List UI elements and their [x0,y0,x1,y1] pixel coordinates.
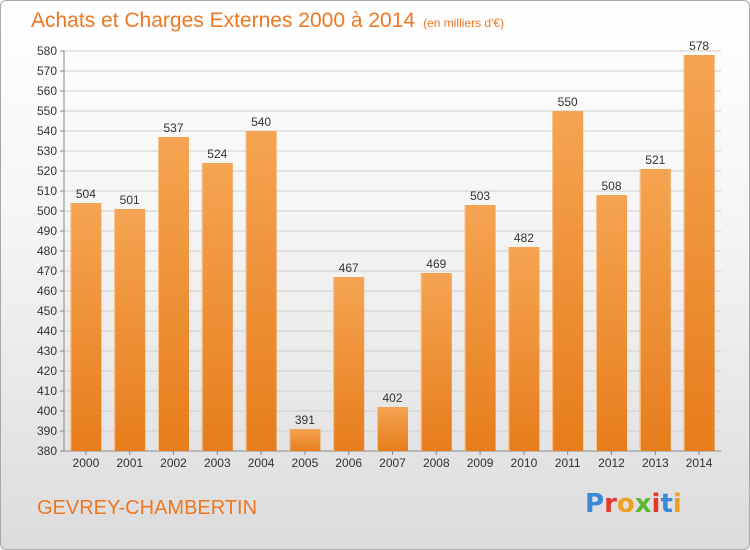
x-tick-label: 2008 [423,456,450,470]
bars: 504 501 537 524 540 391 467 402 469 503 482 550 508 5… [70,39,715,451]
proxiti-logo: Proxiti [585,489,682,519]
x-tick-label: 2000 [73,456,100,470]
bar-value-label: 578 [689,39,709,53]
city-name: GEVREY-CHAMBERTIN [37,497,258,519]
y-tick-label: 530 [37,144,57,158]
y-tick-label: 440 [37,324,57,338]
x-tick-label: 2007 [379,456,406,470]
bar [552,111,584,451]
x-tick-label: 2012 [598,456,625,470]
x-tick-label: 2003 [204,456,231,470]
chart-unit: (en milliers d'€) [423,16,505,30]
bar-value-label: 508 [601,179,621,193]
y-tick-label: 460 [37,284,57,298]
y-tick-label: 570 [37,64,57,78]
y-tick-label: 450 [37,304,57,318]
bar [420,273,452,451]
bar-value-label: 504 [76,187,96,201]
x-tick-label: 2005 [292,456,319,470]
bar-value-label: 540 [251,115,271,129]
y-tick-label: 560 [37,84,57,98]
logo-letter: i [672,489,682,519]
bar [158,137,189,451]
x-tick-label: 2013 [642,456,669,470]
logo-letter: P [585,489,605,519]
y-tick-label: 520 [37,164,57,178]
x-tick-label: 2010 [511,456,538,470]
logo-letter: i [651,489,661,519]
x-tick-label: 2002 [160,456,187,470]
logo-letter: o [616,489,635,519]
bar [333,277,365,451]
y-tick-label: 480 [37,244,57,258]
y-tick-label: 540 [37,124,57,138]
y-tick-label: 420 [37,364,57,378]
bar [245,131,277,451]
y-tick-label: 380 [37,444,57,458]
logo-letter: t [660,489,673,519]
y-tick-label: 490 [37,224,57,238]
bar-value-label: 467 [339,261,359,275]
y-tick-label: 550 [37,104,57,118]
bar [508,247,540,451]
bar-value-label: 537 [163,121,183,135]
chart-title-text: Achats et Charges Externes 2000 à 2014 [31,9,416,32]
bar [114,209,146,451]
bar [596,195,627,451]
y-tick-label: 510 [37,184,57,198]
y-tick-label: 500 [37,204,57,218]
bar [289,429,321,451]
y-tick-label: 410 [37,384,57,398]
y-tick-label: 430 [37,344,57,358]
x-tick-label: 2009 [467,456,494,470]
chart-title: Achats et Charges Externes 2000 à 2014 (e… [31,7,504,35]
bar-value-label: 391 [295,413,315,427]
x-tick-label: 2004 [248,456,275,470]
bar-value-label: 503 [470,189,490,203]
bar-value-label: 501 [120,193,140,207]
x-tick-label: 2014 [686,456,713,470]
y-tick-label: 470 [37,264,57,278]
logo-letter: x [634,489,652,519]
x-tick-label: 2001 [116,456,143,470]
y-tick-label: 580 [37,44,57,58]
y-tick-label: 390 [37,424,57,438]
y-tick-label: 400 [37,404,57,418]
bar [683,55,715,451]
bar [201,163,233,451]
bar-value-label: 482 [514,231,534,245]
x-axis: 2000 2001 2002 2003 2004 2005 2006 2007 2008 2009… [73,451,713,470]
bar-chart: 380 390 400 410 420 430 440 450 460 470 480 490 500 5… [37,39,721,470]
bar [639,169,671,451]
bar-value-label: 469 [426,257,446,271]
x-tick-label: 2011 [555,456,581,470]
bar-value-label: 524 [207,147,227,161]
bar-value-label: 402 [382,391,402,405]
x-tick-label: 2006 [335,456,362,470]
bar [70,203,102,451]
logo-letter: r [604,489,617,519]
bar [377,407,408,451]
bar [464,205,496,451]
bar-value-label: 521 [645,153,665,167]
bar-value-label: 550 [558,95,578,109]
